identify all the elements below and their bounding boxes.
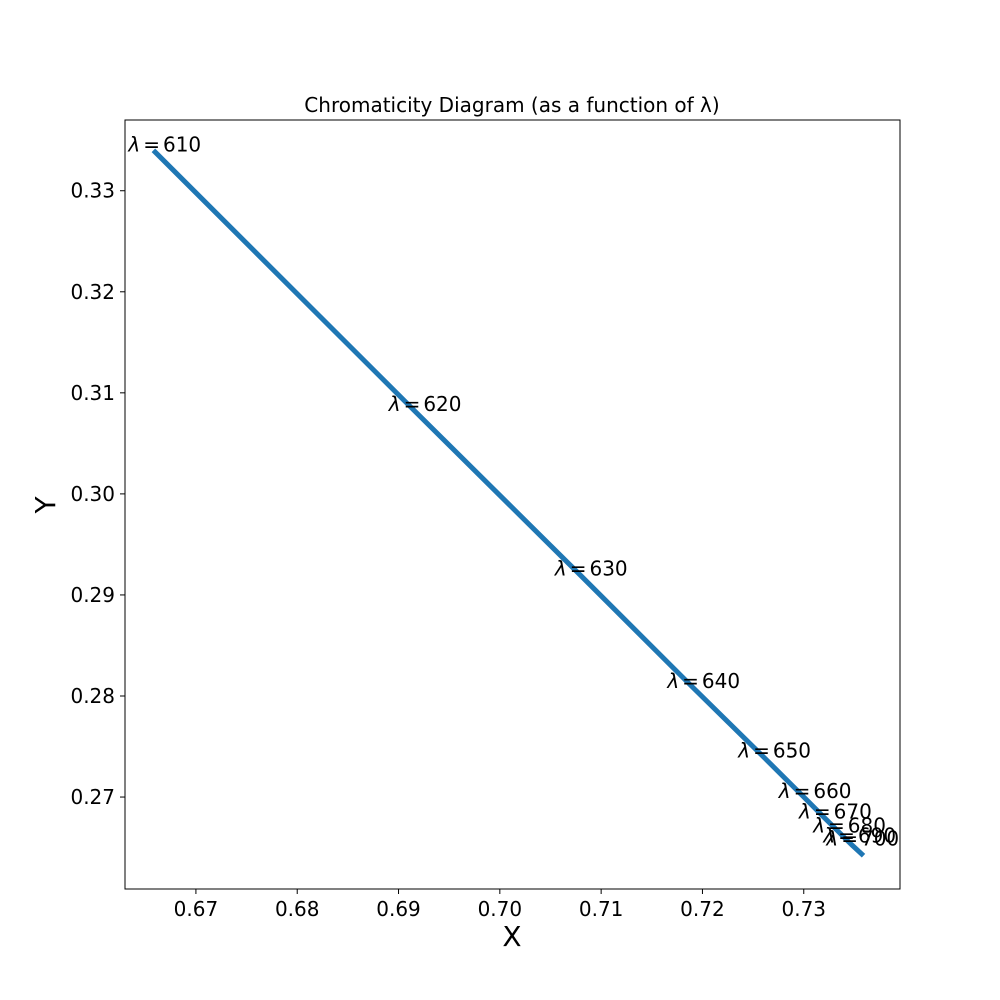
lambda-annotation: λ = 620 bbox=[388, 392, 462, 416]
lambda-annotation: λ = 700 bbox=[825, 827, 899, 851]
lambda-annotation: λ = 640 bbox=[666, 669, 740, 693]
y-axis-label: Y bbox=[29, 496, 62, 515]
lambda-annotation: λ = 650 bbox=[737, 739, 811, 763]
y-tick-label: 0.32 bbox=[70, 280, 115, 304]
x-tick-label: 0.68 bbox=[275, 897, 320, 921]
y-tick-label: 0.31 bbox=[70, 381, 115, 405]
x-tick-label: 0.73 bbox=[781, 897, 826, 921]
y-axis-ticks: 0.27 0.28 0.29 0.30 0.31 0.32 0.33 bbox=[70, 179, 125, 809]
y-tick-label: 0.29 bbox=[70, 583, 115, 607]
x-tick-label: 0.71 bbox=[579, 897, 624, 921]
plot-area-frame bbox=[124, 119, 901, 890]
y-tick-label: 0.33 bbox=[70, 179, 115, 203]
x-axis-ticks: 0.67 0.68 0.69 0.70 0.71 0.72 0.73 bbox=[174, 889, 826, 921]
lambda-annotation: λ = 680 bbox=[812, 813, 886, 837]
lambda-annotation: λ = 660 bbox=[778, 779, 852, 803]
lambda-annotation: λ = 670 bbox=[798, 799, 872, 823]
x-tick-label: 0.69 bbox=[376, 897, 421, 921]
x-tick-label: 0.72 bbox=[680, 897, 725, 921]
x-axis-label: X bbox=[502, 920, 521, 953]
y-tick-label: 0.28 bbox=[70, 684, 115, 708]
x-tick-label: 0.70 bbox=[478, 897, 523, 921]
chart-title: Chromaticity Diagram (as a function of λ… bbox=[304, 93, 719, 117]
y-tick-label: 0.27 bbox=[70, 785, 115, 809]
y-tick-label: 0.30 bbox=[70, 482, 115, 506]
chromaticity-curve bbox=[151, 148, 866, 858]
x-tick-label: 0.67 bbox=[174, 897, 219, 921]
lambda-annotation: λ = 630 bbox=[554, 557, 628, 581]
lambda-annotation: λ = 690 bbox=[822, 824, 896, 848]
lambda-annotation: λ = 610 bbox=[127, 132, 201, 156]
